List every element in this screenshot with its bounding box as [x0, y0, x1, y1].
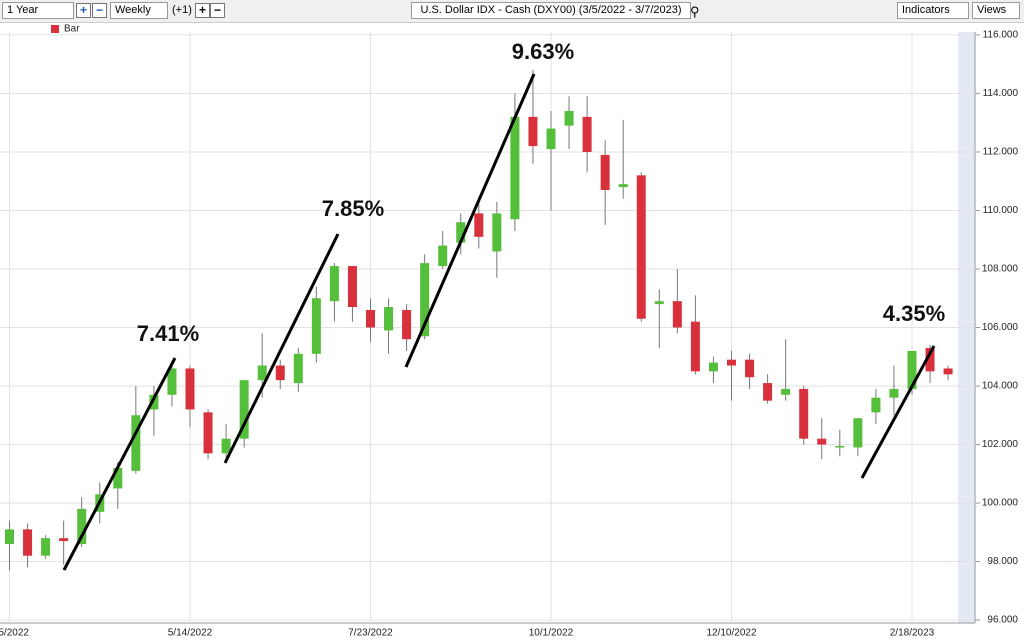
candle-body — [636, 175, 646, 319]
y-tick-label: 116.000 — [983, 30, 1019, 41]
trend-line — [860, 345, 936, 479]
candle-body — [690, 321, 700, 372]
candle-body — [600, 154, 610, 190]
y-tick-label: 102.000 — [982, 439, 1019, 450]
zoom-out[interactable]: − — [92, 3, 107, 18]
candle-body — [420, 263, 430, 337]
candle-body — [564, 110, 574, 126]
candle-body — [654, 301, 664, 305]
y-tick-label: 112.000 — [983, 147, 1019, 158]
y-tick-label: 114.000 — [983, 88, 1019, 99]
candle-body — [528, 116, 538, 147]
candle-body — [239, 380, 249, 439]
candle-body — [41, 538, 51, 556]
candle-body — [799, 388, 809, 439]
offset: (+1) — [172, 4, 192, 16]
x-tick-label: 7/23/2022 — [348, 628, 393, 639]
candle-body — [546, 128, 556, 150]
annotation: 4.35% — [883, 301, 945, 326]
candle-body — [456, 222, 466, 243]
candle-body — [835, 445, 845, 448]
candle-body — [167, 368, 177, 395]
annotation: 7.85% — [322, 196, 384, 221]
y-tick-label: 108.000 — [982, 264, 1019, 275]
x-tick-label: 10/1/2022 — [529, 628, 574, 639]
candle-body — [871, 397, 881, 413]
candle-body — [257, 365, 267, 381]
candle-body — [149, 394, 159, 410]
candle-body — [474, 213, 484, 237]
annotation: 7.41% — [137, 321, 199, 346]
candle-body — [59, 538, 69, 542]
zoom-in[interactable]: + — [76, 3, 91, 18]
candle-body — [5, 529, 14, 545]
indicators-select[interactable]: Indicators — [897, 2, 969, 19]
candle-body — [907, 350, 917, 389]
candle-body — [492, 213, 502, 252]
y-tick-label: 96.000 — [987, 615, 1018, 626]
annotation: 9.63% — [512, 39, 574, 64]
candle-body — [745, 359, 755, 378]
candle-body — [817, 438, 827, 445]
candle-body — [727, 359, 736, 366]
candle-body — [889, 388, 899, 398]
legend-icon — [51, 25, 59, 33]
annotations — [62, 73, 936, 571]
candle-body — [347, 266, 357, 308]
candle-body — [131, 415, 141, 471]
remove[interactable]: − — [210, 3, 225, 18]
candle-body — [618, 184, 628, 188]
symbol[interactable]: U.S. Dollar IDX - Cash (DXY00) (3/5/2022… — [411, 2, 691, 19]
candle-body — [943, 368, 953, 375]
trend-line — [223, 233, 340, 464]
x-tick-label: 5/14/2022 — [168, 628, 213, 639]
x-tick-label: 2/18/2023 — [890, 628, 935, 639]
y-tick-label: 98.000 — [987, 556, 1018, 567]
candle-body — [77, 508, 87, 545]
plot: 96.000 98.000 100.000 102.000 104.000 106.000… — [0, 30, 1018, 639]
candle-body — [510, 116, 520, 220]
candle-body — [781, 388, 791, 395]
candle-body — [402, 309, 412, 340]
candle-body — [582, 116, 592, 152]
views-select[interactable]: Views — [972, 2, 1020, 19]
candle-body — [708, 362, 718, 372]
y-tick-label: 110.000 — [983, 205, 1019, 216]
x-tick-label: 12/10/2022 — [706, 628, 756, 639]
candle-body — [221, 438, 231, 454]
candle-body — [384, 307, 394, 331]
candle-body — [275, 365, 285, 381]
candle-body — [293, 353, 303, 384]
period-select[interactable]: 1 Year — [2, 2, 74, 19]
x-tick-label: 3/5/2022 — [0, 628, 29, 639]
trend-line — [404, 73, 536, 368]
candle-body — [438, 245, 448, 267]
candle-body — [763, 383, 773, 401]
y-tick-label: 100.000 — [982, 498, 1019, 509]
toolbar: 1 Year + − Weekly (+1) + − U.S. Dollar I… — [0, 0, 1024, 23]
add[interactable]: + — [195, 3, 210, 18]
y-tick-label: 104.000 — [982, 381, 1019, 392]
candle-body — [311, 298, 321, 354]
candle-body — [925, 347, 935, 372]
candle-body — [203, 412, 213, 454]
candle-body — [853, 418, 863, 448]
interval-select[interactable]: Weekly — [110, 2, 168, 19]
candle-body — [185, 368, 195, 410]
trend-line — [62, 357, 177, 571]
y-tick-label: 106.000 — [982, 322, 1019, 333]
legend-label: Bar — [64, 24, 80, 35]
candle-body — [23, 529, 33, 556]
chart: Bar 96.000 98.000 100.000 102.000 104.000 106… — [0, 24, 1018, 639]
candle-body — [366, 309, 375, 328]
candle-body — [113, 467, 123, 489]
candle-body — [672, 301, 682, 328]
search-icon[interactable]: ⚲ — [690, 4, 700, 19]
candle-body — [329, 266, 339, 302]
